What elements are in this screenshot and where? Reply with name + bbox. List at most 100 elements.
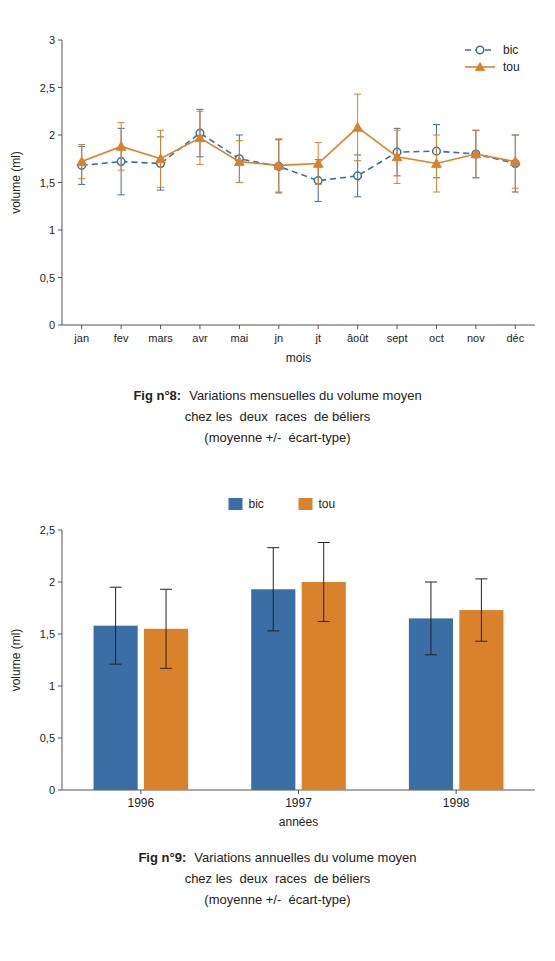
title: Fig n°9: xyxy=(138,850,186,865)
y-tick xyxy=(58,230,62,231)
x-tick-label: nov xyxy=(467,332,485,344)
error-cap xyxy=(315,184,322,185)
error-cap xyxy=(354,196,361,197)
x-tick-label: jt xyxy=(314,332,321,344)
y-tick xyxy=(58,182,62,183)
x-tick xyxy=(397,325,398,329)
error-stem xyxy=(357,94,358,160)
y-tick xyxy=(58,582,62,583)
error-cap xyxy=(196,164,203,165)
x-tick-label: âoût xyxy=(347,332,368,344)
error-cap xyxy=(110,587,122,588)
x-tick-label: jn xyxy=(274,332,284,344)
chart-bar: 00,511,522,5199619971998annéesvolume (ml… xyxy=(9,497,535,907)
error-cap xyxy=(472,177,479,178)
error-stem xyxy=(278,140,279,193)
y-tick xyxy=(58,325,62,326)
series-bic xyxy=(78,129,519,184)
error-cap xyxy=(315,201,322,202)
error-cap xyxy=(110,664,122,665)
series-tou xyxy=(77,123,520,170)
title: Fig n°8: xyxy=(133,388,181,403)
error-bar xyxy=(196,111,203,164)
error-cap xyxy=(394,183,401,184)
x-tick-label: mai xyxy=(231,332,249,344)
y-tick xyxy=(58,40,62,41)
y-tick-label: 2,5 xyxy=(40,524,55,536)
y-tick-label: 3 xyxy=(49,34,55,46)
error-stem xyxy=(357,155,358,197)
error-cap xyxy=(512,135,519,136)
error-cap xyxy=(157,190,164,191)
error-cap xyxy=(475,578,487,579)
error-cap xyxy=(425,582,437,583)
x-tick xyxy=(239,325,240,329)
y-tick xyxy=(58,87,62,88)
y-tick-label: 0 xyxy=(49,784,55,796)
error-bar xyxy=(275,139,282,192)
caption-line: Fig n°9:Variations annuelles du volume m… xyxy=(138,850,416,865)
error-stem xyxy=(481,579,482,641)
x-tick-label: sept xyxy=(387,332,408,344)
error-bar xyxy=(315,143,322,185)
y-tick-label: 1,5 xyxy=(40,628,55,640)
error-cap xyxy=(118,170,125,171)
x-tick xyxy=(160,325,161,329)
error-cap xyxy=(354,160,361,161)
error-cap xyxy=(78,184,85,185)
error-bar xyxy=(475,579,487,641)
y-tick xyxy=(58,686,62,687)
x-tick-label: 1996 xyxy=(127,796,154,810)
error-stem xyxy=(475,130,476,178)
y-tick xyxy=(58,790,62,791)
error-cap xyxy=(394,128,401,129)
x-tick xyxy=(81,325,82,329)
error-cap xyxy=(275,192,282,193)
x-tick-label: fev xyxy=(114,332,129,344)
error-bar xyxy=(394,130,401,183)
error-bar xyxy=(354,94,361,160)
error-cap xyxy=(196,111,203,112)
error-bar xyxy=(472,130,479,178)
y-tick xyxy=(58,135,62,136)
error-cap xyxy=(425,654,437,655)
error-cap xyxy=(160,668,172,669)
error-cap xyxy=(196,109,203,110)
error-cap xyxy=(236,182,243,183)
x-tick-label: mars xyxy=(148,332,173,344)
error-stem xyxy=(278,139,279,192)
legend: bictou xyxy=(229,497,336,511)
error-cap xyxy=(236,140,243,141)
x-tick xyxy=(456,790,457,794)
plot-data xyxy=(77,94,520,201)
error-cap xyxy=(433,192,440,193)
legend-label: tou xyxy=(503,60,520,74)
y-axis-label: volume (ml) xyxy=(9,629,23,692)
error-cap xyxy=(157,187,164,188)
error-bar xyxy=(425,582,437,655)
error-cap xyxy=(472,130,479,131)
x-axis-line xyxy=(62,325,535,326)
error-cap xyxy=(267,630,279,631)
x-tick xyxy=(436,325,437,329)
error-cap xyxy=(160,589,172,590)
error-cap xyxy=(236,182,243,183)
y-tick-label: 2,5 xyxy=(40,82,55,94)
error-stem xyxy=(515,135,516,188)
x-tick-label: 1997 xyxy=(285,796,312,810)
caption: Fig n°9:Variations annuelles du volume m… xyxy=(138,850,416,907)
error-cap xyxy=(236,135,243,136)
error-stem xyxy=(430,582,431,655)
error-bar xyxy=(354,155,361,197)
error-cap xyxy=(118,122,125,123)
error-bar xyxy=(433,135,440,192)
error-bar xyxy=(318,542,330,621)
error-stem xyxy=(323,542,324,621)
y-tick-label: 0 xyxy=(49,319,55,331)
x-tick-label: déc xyxy=(506,332,524,344)
y-tick-label: 0,5 xyxy=(40,732,55,744)
error-stem xyxy=(160,130,161,187)
x-tick xyxy=(475,325,476,329)
y-tick-label: 2 xyxy=(49,576,55,588)
error-stem xyxy=(115,587,116,664)
